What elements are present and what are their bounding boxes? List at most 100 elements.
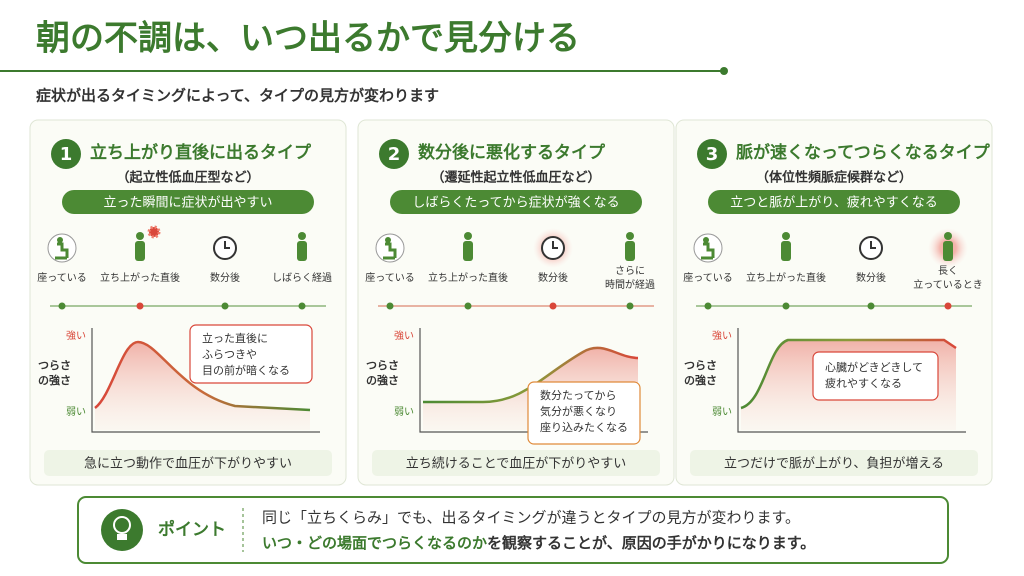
point-highlight: いつ・どの場面でつらくなるのか <box>262 534 487 552</box>
icon-head <box>136 232 144 240</box>
icon-head <box>944 232 952 240</box>
point-rest: を観察することが、原因の手がかりになります。 <box>487 534 815 552</box>
icon-head <box>298 232 306 240</box>
callout-text: 数分たってから <box>540 389 616 402</box>
alert-burst <box>147 225 161 239</box>
curve <box>423 346 639 404</box>
point-box <box>77 496 949 564</box>
icon-clock-hands <box>870 241 876 249</box>
panel-number-badge <box>51 139 81 169</box>
y-low: 弱い <box>712 406 732 418</box>
timeline-dot <box>626 302 634 310</box>
timeline-dot <box>464 302 472 310</box>
callout-text: 疲れやすくなる <box>825 376 902 390</box>
icon-head <box>57 237 63 243</box>
timeline-label: 立ち上がった直後 <box>428 271 508 284</box>
timeline-label: さらに <box>615 265 645 277</box>
point-icon <box>101 509 143 551</box>
callout-text: 立った直後に <box>202 331 268 345</box>
panel-number: 1 <box>60 144 73 165</box>
footer-text: 立つだけで脈が上がり、負担が増える <box>724 457 944 472</box>
point-text: いつ・どの場面でつらくなるのかを観察することが、原因の手がかりになります。 <box>262 534 815 552</box>
callout <box>812 351 939 401</box>
timeline-label: 時間が経過 <box>605 278 655 291</box>
panels: 1 立ち上がり直後に出るタイプ （起立性低血圧型など） 立った瞬間に症状が出やすい座っ… <box>29 119 993 486</box>
callout <box>527 381 641 445</box>
panel-number-badge <box>697 139 727 169</box>
icon-sitting <box>383 242 397 260</box>
point-text: 同じ「立ちくらみ」でも、出るタイミングが違うとタイプの見方が変わります。 <box>262 509 800 527</box>
point-label: ポイント <box>158 519 226 540</box>
footer-box <box>44 450 332 476</box>
y-label: つらさ <box>684 359 717 372</box>
banner-text: しばらくたってから症状が強くなる <box>412 196 619 211</box>
timeline-dot <box>704 302 712 310</box>
bulb-base <box>117 534 127 540</box>
icon-body <box>463 241 473 261</box>
y-high: 強い <box>394 329 414 342</box>
timeline-dot <box>944 302 952 310</box>
callout-text: 気分が悪くなり <box>540 404 617 418</box>
panel-title: 立ち上がり直後に出るタイプ <box>90 142 312 163</box>
panel-number: 2 <box>388 144 401 165</box>
timeline-dot <box>867 302 875 310</box>
subtitle: 症状が出るタイミングによって、タイプの見方が変わります <box>36 87 439 105</box>
icon-head <box>703 237 709 243</box>
panel-subtitle: （起立性低血圧型など） <box>116 170 259 186</box>
title-rule-dot <box>720 67 728 75</box>
axis <box>91 328 320 433</box>
curve <box>94 340 311 412</box>
footer-box <box>372 450 660 476</box>
timeline-dot <box>386 302 394 310</box>
banner-text: 立つと脈が上がり、疲れやすくなる <box>730 195 937 211</box>
timeline-dot <box>58 302 66 310</box>
callout-text: 心臓がどきどきして <box>825 360 923 374</box>
icon-clock-hands <box>552 241 558 249</box>
timeline-label: 長く <box>938 265 958 277</box>
panel-subtitle: （体位性頻脈症候群など） <box>756 170 912 186</box>
callout-text: 目の前が暗くなる <box>202 363 290 377</box>
timeline-dot <box>221 302 229 310</box>
timeline-label: 座っている <box>683 271 733 284</box>
icon-body <box>297 241 307 261</box>
timeline-dot <box>782 302 790 310</box>
icon-head <box>464 232 472 240</box>
axis <box>737 328 966 433</box>
bulb <box>113 516 131 534</box>
y-label: つらさ <box>38 359 71 372</box>
banner <box>62 190 314 214</box>
icon-sitting <box>701 242 715 260</box>
banner-text: 立った瞬間に症状が出やすい <box>103 196 272 211</box>
icon-body <box>135 241 145 261</box>
timeline-label: 数分後 <box>538 271 568 284</box>
timeline-dot <box>549 302 557 310</box>
icon-head <box>626 232 634 240</box>
y-low: 弱い <box>66 406 86 418</box>
banner <box>390 190 642 214</box>
timeline-dot <box>136 302 144 310</box>
panel: 3 脈が速くなってつらくなるタイプ （体位性頻脈症候群など） 立つと脈が上がり、疲れや… <box>675 119 993 486</box>
icon-head <box>385 237 391 243</box>
timeline-label: 座っている <box>37 271 87 284</box>
y-label: つらさ <box>366 359 399 372</box>
panel-number: 3 <box>706 144 719 165</box>
callout-text: 座り込みたくなる <box>540 420 628 434</box>
footer-text: 急に立つ動作で血圧が下がりやすい <box>84 457 292 472</box>
timeline-label: 数分後 <box>856 271 886 284</box>
icon-body <box>943 241 953 261</box>
title: 朝の不調は、いつ出るかで見分ける <box>36 19 580 59</box>
callout <box>189 324 313 384</box>
panel-subtitle: （遷延性起立性低血圧など） <box>431 170 600 186</box>
timeline-label: 立ち上がった直後 <box>100 271 180 284</box>
footer-text: 立ち続けることで血圧が下がりやすい <box>406 457 627 472</box>
y-label: の強さ <box>38 373 71 387</box>
panel: 2 数分後に悪化するタイプ （遷延性起立性低血圧など） しばらくたってから症状が強くな… <box>357 119 675 486</box>
panel-number-badge <box>379 139 409 169</box>
timeline-label: しばらく経過 <box>272 271 332 284</box>
y-label: の強さ <box>366 373 399 387</box>
timeline-label: 立ち上がった直後 <box>746 271 826 284</box>
panel-title: 数分後に悪化するタイプ <box>418 142 606 163</box>
y-label: の強さ <box>684 373 717 387</box>
panel: 1 立ち上がり直後に出るタイプ （起立性低血圧型など） 立った瞬間に症状が出やすい座っ… <box>29 119 347 486</box>
icon-clock-hands <box>224 241 230 249</box>
